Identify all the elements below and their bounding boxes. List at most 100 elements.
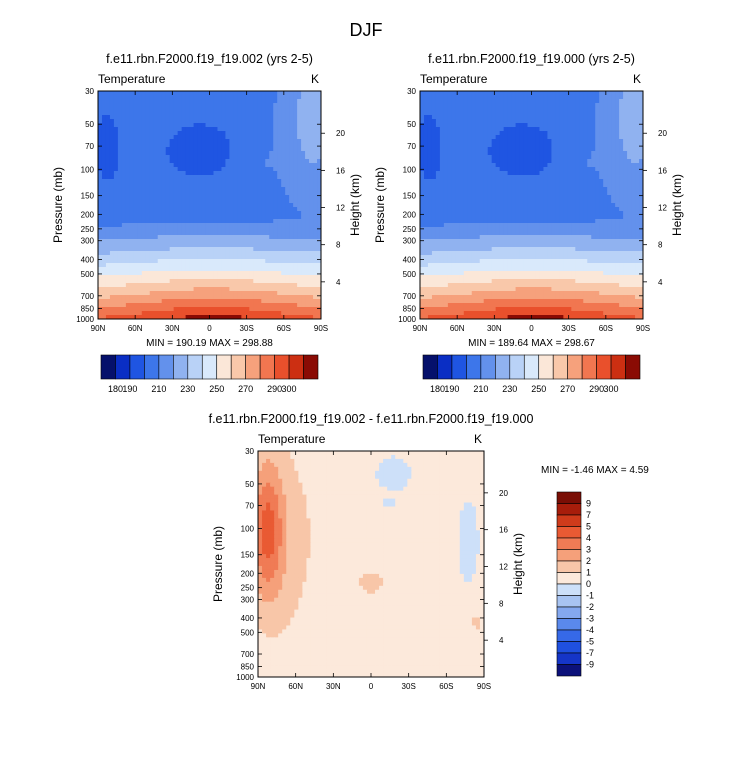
contour-cell xyxy=(153,259,159,264)
contour-cell xyxy=(105,223,111,228)
contour-cell xyxy=(98,103,103,108)
contour-cell xyxy=(237,243,242,248)
contour-cell xyxy=(157,247,163,252)
contour-cell xyxy=(209,107,215,112)
contour-cell xyxy=(105,159,111,164)
contour-cell xyxy=(615,155,620,160)
contour-cell xyxy=(141,175,147,180)
contour-cell xyxy=(427,211,433,216)
contour-cell xyxy=(169,247,175,252)
contour-cell xyxy=(161,175,167,180)
contour-cell xyxy=(567,175,572,180)
contour-cell xyxy=(129,203,135,208)
contour-cell xyxy=(98,243,103,248)
contour-cell xyxy=(109,291,115,296)
contour-cell xyxy=(579,115,584,120)
contour-cell xyxy=(133,99,139,104)
contour-cell xyxy=(165,123,171,128)
contour-cell xyxy=(241,283,246,288)
contour-cell xyxy=(535,211,541,216)
contour-cell xyxy=(245,115,250,120)
contour-cell xyxy=(499,179,505,184)
y-axis-label: Pressure (mb) xyxy=(51,167,65,243)
contour-cell xyxy=(499,127,505,132)
contour-cell xyxy=(531,111,537,116)
contour-cell xyxy=(185,143,191,148)
contour-cell xyxy=(599,187,604,192)
contour-cell xyxy=(285,267,290,272)
contour-cell xyxy=(233,175,238,180)
contour-cell xyxy=(105,103,111,108)
contour-cell xyxy=(189,115,195,120)
contour-cell xyxy=(209,211,215,216)
contour-cell xyxy=(249,139,254,144)
contour-cell xyxy=(515,143,521,148)
contour-cell xyxy=(161,187,167,192)
contour-cell xyxy=(233,195,238,200)
contour-cell xyxy=(293,139,298,144)
contour-cell xyxy=(639,107,643,112)
contour-cell xyxy=(463,99,469,104)
contour-cell xyxy=(499,211,505,216)
contour-cell xyxy=(463,187,469,192)
contour-cell xyxy=(209,171,215,176)
contour-cell xyxy=(281,291,286,296)
contour-cell xyxy=(181,203,187,208)
contour-cell xyxy=(443,175,449,180)
contour-cell xyxy=(317,127,321,132)
contour-cell xyxy=(439,163,445,168)
contour-cell xyxy=(249,151,254,156)
contour-cell xyxy=(281,199,286,204)
contour-cell xyxy=(105,143,111,148)
contour-cell xyxy=(491,127,497,132)
contour-cell xyxy=(133,299,139,304)
contour-cell xyxy=(229,115,234,120)
contour-cell xyxy=(317,291,321,296)
contour-cell xyxy=(241,255,246,260)
contour-cell xyxy=(129,195,135,200)
contour-cell xyxy=(213,243,219,248)
contour-cell xyxy=(133,123,139,128)
contour-cell xyxy=(543,123,549,128)
contour-cell xyxy=(98,207,103,212)
contour-cell xyxy=(293,219,298,224)
contour-cell xyxy=(197,107,203,112)
contour-cell xyxy=(635,207,640,212)
contour-cell xyxy=(301,171,306,176)
contour-cell xyxy=(173,191,179,196)
contour-cell xyxy=(611,155,616,160)
contour-cell xyxy=(623,203,628,208)
contour-cell xyxy=(297,107,302,112)
contour-cell xyxy=(201,111,207,116)
contour-cell xyxy=(205,263,211,268)
contour-cell xyxy=(285,107,290,112)
contour-cell xyxy=(511,191,517,196)
contour-cell xyxy=(293,151,298,156)
contour-cell xyxy=(137,147,143,152)
contour-cell xyxy=(423,99,429,104)
contour-cell xyxy=(479,155,485,160)
contour-cell xyxy=(269,271,274,276)
contour-cell xyxy=(201,167,207,172)
contour-cell xyxy=(245,191,250,196)
contour-cell xyxy=(623,123,628,128)
contour-cell xyxy=(475,171,481,176)
x-tick-label: 30N xyxy=(165,324,180,333)
contour-cell xyxy=(105,191,111,196)
contour-cell xyxy=(169,223,175,228)
contour-cell xyxy=(165,115,171,120)
contour-cell xyxy=(245,95,250,100)
contour-cell xyxy=(129,119,135,124)
contour-cell xyxy=(289,99,294,104)
contour-cell xyxy=(511,151,517,156)
contour-cell xyxy=(225,139,231,144)
contour-cell xyxy=(615,103,620,108)
contour-cell xyxy=(293,179,298,184)
contour-cell xyxy=(98,227,103,232)
contour-cell xyxy=(451,207,457,212)
contour-cell xyxy=(289,171,294,176)
contour-cell xyxy=(169,103,175,108)
contour-cell xyxy=(631,167,636,172)
contour-cell xyxy=(117,223,123,228)
contour-cell xyxy=(189,175,195,180)
